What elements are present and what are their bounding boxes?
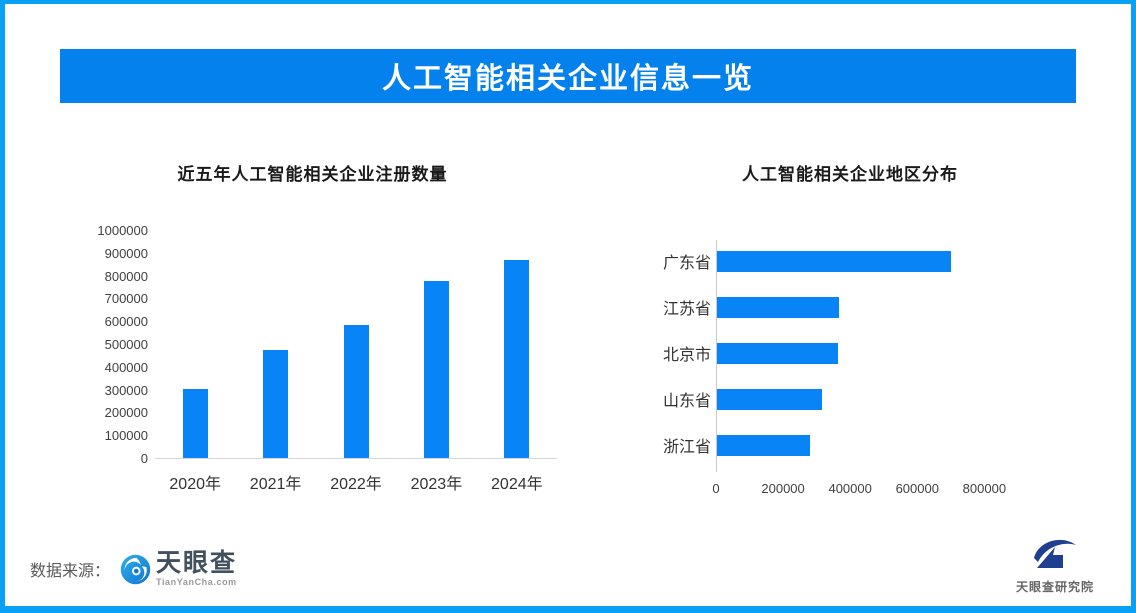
bar-江苏省 [716,296,839,318]
x-category-label: 2024年 [491,476,543,493]
y-tick-label: 100000 [104,428,148,444]
registrations-bar-chart: 1000000 900000 800000 700000 600000 500000 400… [60,223,565,494]
x-tick-label: 800000 [962,481,1007,496]
y-tick-label: 0 [140,451,148,466]
x-tick-label: 600000 [895,481,939,496]
region-row: 广东省 [645,238,1091,284]
tianyancha-wordmark: 天眼查 TianYanCha.com [156,549,238,588]
tianyancha-name: 天眼查 [156,549,238,577]
y-axis-line [716,240,717,472]
x-tick-label: 400000 [828,481,872,496]
page-title: 人工智能相关企业信息一览 [381,63,754,95]
x-tick-label: 0 [712,481,720,496]
y-tick-label: 400000 [104,359,148,375]
bar-北京市 [716,342,839,364]
region-row: 山东省 [645,376,1091,422]
research-institute-logo: 天眼查研究院 [1000,534,1110,595]
y-tick-label: 800000 [104,268,148,284]
bar-2022年 [343,324,369,458]
bar-track [716,284,1085,330]
registrations-chart-title: 近五年人工智能相关企业注册数量 [177,165,448,184]
bar-slot [477,231,557,458]
bar-广东省 [716,250,951,272]
x-tick-label: 200000 [761,481,805,496]
region-label: 山东省 [662,393,711,410]
bar-2021年 [263,349,289,458]
y-tick-label: 500000 [104,337,148,352]
y-tick-label: 900000 [104,245,148,261]
y-axis: 1000000 900000 800000 700000 600000 500000 400… [60,223,148,466]
x-category-label: 2020年 [169,476,221,493]
y-tick-label: 300000 [104,382,148,398]
x-axis: 0 200000 400000 600000 800000 [712,481,1085,497]
y-tick-label: 1000000 [97,223,148,238]
region-label: 广东省 [662,255,711,272]
regions-bar-chart: 广东省江苏省北京市山东省浙江省 0 200000 400000 600000 80000… [645,238,1091,498]
bar-track [716,330,1085,376]
bar-slot [396,231,476,458]
x-axis: 2020年 2021年 2022年 2023年 2024年 [155,470,557,494]
y-tick-label: 200000 [104,405,148,421]
region-row: 北京市 [645,330,1091,376]
bar-track [716,376,1085,422]
plot-area: 广东省江苏省北京市山东省浙江省 [645,238,1091,468]
bar-slot [155,231,235,458]
y-tick-label: 600000 [104,314,148,330]
tianyancha-domain: TianYanCha.com [156,577,237,587]
title-banner: 人工智能相关企业信息一览 [60,49,1076,103]
y-tick-label: 700000 [104,291,148,307]
bar-2024年 [504,259,530,458]
x-category-label: 2022年 [330,476,382,493]
research-institute-name: 天眼查研究院 [1015,580,1094,594]
regions-chart-title: 人工智能相关企业地区分布 [742,165,958,184]
tianyancha-eye-icon [120,554,151,584]
region-label: 江苏省 [662,301,711,318]
bar-track [716,422,1085,468]
region-row: 江苏省 [645,284,1091,330]
bar-slot [316,231,396,458]
x-category-label: 2023年 [410,476,463,493]
research-institute-icon [1034,539,1076,568]
bar-2023年 [423,281,449,458]
data-source: 数据来源： 天眼查 TianYanCha.com [30,551,237,588]
bar-山东省 [716,388,823,410]
bar-2020年 [182,388,208,458]
region-label: 浙江省 [662,439,711,456]
bar-slot [235,231,315,458]
region-label: 北京市 [662,347,711,364]
tianyancha-logo: 天眼查 TianYanCha.com [120,551,237,587]
region-row: 浙江省 [645,422,1091,468]
bar-浙江省 [716,434,810,456]
data-source-label: 数据来源： [30,563,111,580]
plot-area [155,231,557,459]
bar-track [716,238,1085,284]
x-category-label: 2021年 [249,476,302,493]
